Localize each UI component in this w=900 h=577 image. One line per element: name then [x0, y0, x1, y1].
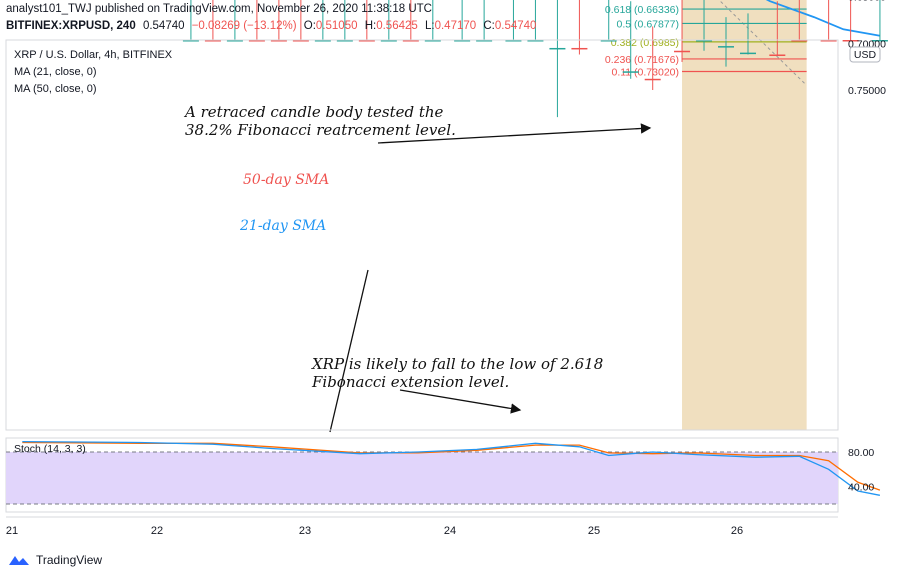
- candle-body: [549, 47, 566, 50]
- candle-body: [696, 40, 713, 42]
- candle-body: [600, 40, 617, 42]
- ma21-legend[interactable]: MA (21, close, 0): [14, 66, 97, 78]
- currency-badge-box: [849, 46, 881, 63]
- time-tick-label: 24: [444, 525, 456, 537]
- candle-body: [380, 40, 397, 42]
- annotation-top-line2: 38.2% Fibonacci reatrcement level.: [185, 121, 456, 139]
- candle-body: [402, 40, 419, 42]
- brand-name: TradingView: [36, 553, 103, 567]
- stoch-k-line: [22, 440, 881, 496]
- candle-body: [791, 40, 808, 42]
- currency-label: USD: [854, 49, 877, 61]
- candle-body: [740, 52, 756, 55]
- candle-body: [336, 40, 353, 42]
- candle-body: [270, 40, 287, 42]
- candle-body: [314, 40, 331, 42]
- fib-trend-line: [718, 0, 807, 86]
- publish-line: analyst101_TWJ published on TradingView.…: [6, 3, 432, 15]
- arrow-to-extension: [399, 389, 522, 414]
- candle-body: [871, 40, 888, 42]
- fib-zone-lower: [682, 0, 807, 430]
- annotation-top-line1: A retraced candle body tested the: [185, 103, 444, 121]
- candle-body: [842, 40, 859, 42]
- tradingview-footer[interactable]: TradingView: [8, 553, 102, 567]
- candle-body: [527, 40, 544, 42]
- open-value: 0.51050: [315, 20, 358, 32]
- fibonacci-extension: 0.11 (0.73020)0.236 (0.71676) 0.382 (0.69…: [605, 0, 807, 430]
- candle-body: [622, 71, 639, 73]
- candle-body: [248, 40, 265, 42]
- candle-body: [769, 54, 786, 56]
- time-tick-label: 21: [6, 525, 18, 537]
- tradingview-logo-icon: [9, 556, 29, 565]
- price-axis: 0.750000.700000.650000.610000.570000.530…: [848, 0, 886, 97]
- price-change: −0.08269 (−13.12%): [191, 20, 297, 32]
- low-value: 0.47170: [434, 20, 477, 32]
- stochastic-panel: Stoch (14, 3, 3) 80.00 40.00: [5, 437, 881, 513]
- trend-line: [329, 269, 369, 433]
- stoch-tick-label: 40.00: [848, 482, 874, 494]
- price-tick-label: 0.65000: [848, 0, 886, 4]
- high-value: 0.56425: [376, 20, 418, 32]
- fib-level-label: 0.382 (0.6985): [611, 37, 679, 49]
- candle-body: [820, 40, 837, 42]
- chart-title[interactable]: XRP / U.S. Dollar, 4h, BITFINEX: [14, 49, 173, 61]
- price-tick-label: 0.75000: [848, 85, 886, 97]
- stoch-label: Stoch (14, 3, 3): [14, 443, 86, 455]
- currency-badge: USD: [849, 46, 881, 63]
- candle-body: [204, 40, 221, 42]
- fib-level-label: 0.5 (0.67877): [617, 18, 679, 30]
- fib-level-label: 0.11 (0.73020): [611, 67, 679, 79]
- time-tick-label: 25: [588, 525, 600, 537]
- arrow-to-retracement: [377, 123, 652, 144]
- stoch-d-line: [22, 441, 881, 491]
- candle-body: [571, 47, 588, 50]
- candle-body: [674, 50, 691, 53]
- stoch-tick-label: 80.00: [848, 447, 874, 459]
- candle-body: [226, 40, 243, 42]
- symbol: BITFINEX:XRPUSD, 240: [6, 20, 136, 32]
- sma21-label: 21-day SMA: [240, 218, 327, 234]
- close-value: 0.54740: [494, 20, 537, 32]
- candle-body: [476, 40, 493, 42]
- stoch-band: [6, 452, 838, 504]
- annotation-bottom-line2: Fibonacci extension level.: [312, 373, 510, 391]
- last-price: 0.54740: [142, 20, 185, 32]
- candle-body: [644, 78, 661, 81]
- time-tick-label: 23: [299, 525, 311, 537]
- fib-level-label: 0.236 (0.71676): [605, 54, 679, 66]
- chart-frame: [5, 39, 839, 431]
- annotation-arrows: [329, 123, 652, 433]
- candle-body: [292, 40, 309, 42]
- candle-body: [424, 40, 441, 42]
- annotation-bottom-line1: XRP is likely to fall to the low of 2.61…: [312, 355, 604, 373]
- time-tick-label: 26: [731, 525, 743, 537]
- candle-body: [454, 40, 471, 42]
- fib-level-label: 0.618 (0.66336): [605, 4, 679, 16]
- candle-body: [505, 40, 522, 42]
- symbol-line: BITFINEX:XRPUSD, 240 0.54740 −0.08269 (−…: [6, 20, 537, 32]
- candle-body: [182, 40, 199, 42]
- time-axis: 21 22 23 24 25 26: [6, 516, 838, 537]
- ma50-legend[interactable]: MA (50, close, 0): [14, 83, 97, 95]
- candle-body: [358, 40, 375, 42]
- candle-body: [718, 46, 735, 48]
- sma50-label: 50-day SMA: [243, 172, 330, 188]
- time-tick-label: 22: [151, 525, 163, 537]
- candles: [182, 0, 888, 118]
